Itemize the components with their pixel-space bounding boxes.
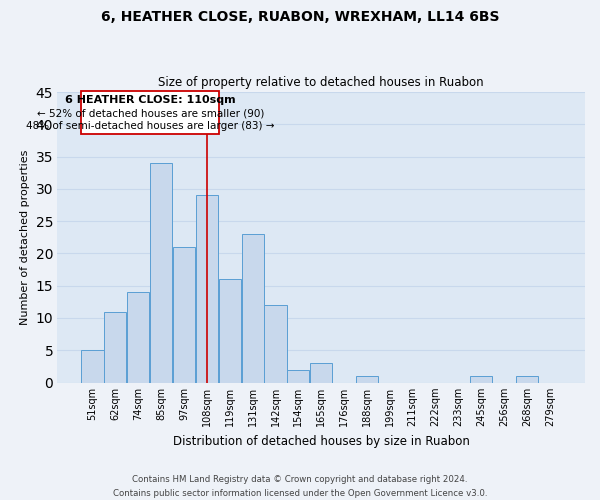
Bar: [242, 234, 263, 382]
Bar: [82, 350, 104, 382]
Bar: [470, 376, 493, 382]
Bar: [196, 196, 218, 382]
FancyBboxPatch shape: [81, 91, 220, 134]
Text: 6, HEATHER CLOSE, RUABON, WREXHAM, LL14 6BS: 6, HEATHER CLOSE, RUABON, WREXHAM, LL14 …: [101, 10, 499, 24]
Bar: [104, 312, 127, 382]
Bar: [516, 376, 538, 382]
Bar: [356, 376, 378, 382]
Bar: [173, 247, 195, 382]
Bar: [265, 305, 287, 382]
Text: Contains HM Land Registry data © Crown copyright and database right 2024.
Contai: Contains HM Land Registry data © Crown c…: [113, 476, 487, 498]
X-axis label: Distribution of detached houses by size in Ruabon: Distribution of detached houses by size …: [173, 434, 470, 448]
Bar: [310, 363, 332, 382]
Text: 48% of semi-detached houses are larger (83) →: 48% of semi-detached houses are larger (…: [26, 121, 275, 131]
Bar: [127, 292, 149, 382]
Text: 6 HEATHER CLOSE: 110sqm: 6 HEATHER CLOSE: 110sqm: [65, 96, 236, 106]
Y-axis label: Number of detached properties: Number of detached properties: [20, 150, 30, 325]
Bar: [150, 163, 172, 382]
Bar: [287, 370, 310, 382]
Text: ← 52% of detached houses are smaller (90): ← 52% of detached houses are smaller (90…: [37, 108, 264, 118]
Bar: [218, 279, 241, 382]
Title: Size of property relative to detached houses in Ruabon: Size of property relative to detached ho…: [158, 76, 484, 90]
